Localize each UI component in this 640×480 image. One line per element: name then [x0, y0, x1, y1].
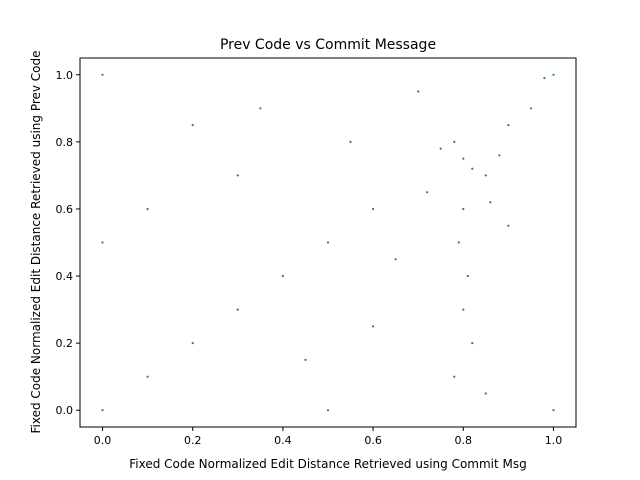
data-point — [462, 308, 465, 311]
data-point — [101, 73, 104, 76]
data-point — [462, 207, 465, 211]
y-axis-ticks: 0.0 0.2 0.4 0.6 0.8 1.0 — [56, 69, 80, 417]
data-point — [236, 308, 239, 311]
x-tick-label: 1.0 — [545, 434, 563, 447]
data-point — [453, 140, 456, 143]
data-point — [304, 358, 307, 361]
data-point — [462, 157, 465, 160]
data-point — [453, 375, 456, 378]
chart-title: Prev Code vs Commit Message — [220, 37, 436, 53]
data-point — [543, 77, 546, 80]
data-point — [326, 409, 330, 412]
data-point — [349, 140, 352, 143]
data-point — [101, 409, 104, 412]
x-tick-label: 0.2 — [184, 434, 202, 447]
data-point — [372, 207, 375, 211]
data-point — [484, 174, 487, 177]
data-point — [552, 73, 555, 76]
data-point — [507, 224, 510, 227]
y-tick-label: 0.6 — [56, 203, 74, 216]
y-tick-label: 0.8 — [56, 136, 74, 149]
data-point — [498, 154, 501, 157]
data-point — [417, 90, 420, 93]
data-point — [394, 258, 397, 261]
data-point — [281, 274, 284, 278]
plot-area-frame — [79, 57, 577, 428]
x-tick-label: 0.0 — [94, 434, 112, 447]
data-point — [489, 201, 492, 204]
data-point — [466, 274, 469, 278]
data-point — [372, 325, 375, 328]
data-point — [101, 241, 104, 244]
x-axis-label: Fixed Code Normalized Edit Distance Retr… — [129, 457, 527, 471]
y-tick-label: 1.0 — [56, 69, 74, 82]
data-point — [259, 107, 262, 110]
y-axis-label: Fixed Code Normalized Edit Distance Retr… — [29, 50, 43, 433]
data-point — [326, 241, 330, 244]
data-point — [426, 191, 429, 194]
data-point — [529, 107, 533, 110]
x-tick-label: 0.4 — [274, 434, 292, 447]
x-tick-label: 0.8 — [455, 434, 473, 447]
data-point — [191, 124, 194, 127]
y-tick-label: 0.0 — [56, 404, 74, 417]
data-point — [457, 241, 460, 244]
x-tick-label: 0.6 — [364, 434, 382, 447]
scatter-points — [101, 73, 555, 412]
data-point — [146, 375, 149, 378]
data-point — [471, 167, 474, 170]
data-point — [191, 342, 194, 345]
y-tick-label: 0.4 — [56, 270, 74, 283]
data-point — [439, 147, 442, 150]
data-point — [552, 409, 555, 412]
data-point — [471, 342, 474, 345]
data-point — [146, 207, 149, 211]
data-point — [484, 392, 487, 395]
data-point — [236, 174, 239, 177]
x-axis-ticks: 0.0 0.2 0.4 0.6 0.8 1.0 — [94, 427, 562, 447]
data-point — [507, 124, 510, 127]
y-tick-label: 0.2 — [56, 337, 74, 350]
